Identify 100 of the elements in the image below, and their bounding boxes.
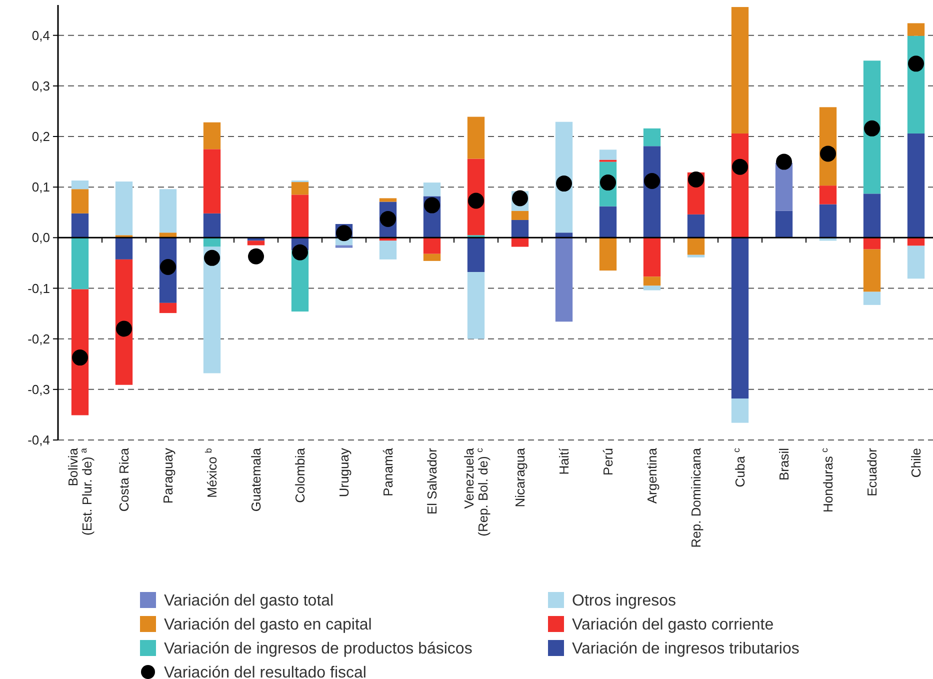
bar xyxy=(907,133,925,238)
bar xyxy=(379,198,397,202)
point xyxy=(292,244,308,260)
bar xyxy=(423,182,441,196)
y-tick-label: 0,2 xyxy=(32,129,50,144)
y-tick-label: 0,3 xyxy=(32,78,50,94)
point xyxy=(688,172,704,188)
bar xyxy=(687,238,705,255)
bar xyxy=(511,210,529,220)
point xyxy=(820,146,836,162)
legend-label: Variación del gasto en capital xyxy=(164,616,372,634)
bar xyxy=(335,245,353,248)
bar xyxy=(731,398,749,423)
bar xyxy=(819,204,837,238)
bar xyxy=(731,238,749,399)
bar xyxy=(423,254,441,261)
point xyxy=(732,158,748,175)
point xyxy=(644,173,660,190)
bar xyxy=(467,238,485,272)
bar xyxy=(291,182,309,195)
y-tick-label: -0,2 xyxy=(28,331,50,346)
bar xyxy=(775,210,793,238)
bar xyxy=(467,272,485,339)
y-tick-label: 0,1 xyxy=(32,180,50,195)
bar xyxy=(907,238,925,246)
bar xyxy=(379,240,397,260)
bar xyxy=(643,128,661,146)
y-tick-label: 0,0 xyxy=(32,230,50,246)
x-tick-label: Haití xyxy=(556,448,572,475)
bar xyxy=(71,289,89,416)
point xyxy=(556,176,572,192)
bar xyxy=(203,238,221,247)
legend-label: Otros ingresos xyxy=(572,592,676,610)
x-tick-label: Nicaragua xyxy=(512,447,528,508)
bar xyxy=(599,150,617,160)
bar xyxy=(643,286,661,290)
point xyxy=(336,225,352,242)
legend-label: Variación del gasto total xyxy=(164,592,334,610)
bar xyxy=(247,240,265,246)
bar xyxy=(115,238,133,260)
x-tick-label: Rep. Dominicana xyxy=(688,447,704,548)
bar xyxy=(907,246,925,279)
legend-label: Variación de ingresos tributarios xyxy=(572,640,800,658)
bar xyxy=(467,116,485,159)
bar xyxy=(643,238,661,277)
bar xyxy=(907,23,925,36)
bar xyxy=(115,259,133,385)
point xyxy=(776,154,792,170)
bar xyxy=(599,238,617,271)
bar xyxy=(863,194,881,238)
bar xyxy=(203,122,221,150)
x-tick-label: Panamá xyxy=(380,447,396,496)
bar xyxy=(115,182,133,236)
x-tick-label: Paraguay xyxy=(160,448,176,504)
point xyxy=(424,197,440,214)
x-tick-label: Uruguay xyxy=(336,448,352,498)
bar xyxy=(71,189,89,214)
x-tick-label: Argentina xyxy=(644,447,660,504)
point xyxy=(116,320,132,337)
bar xyxy=(159,189,177,233)
x-tick-label: Ecuador xyxy=(864,447,880,496)
bar xyxy=(203,246,221,374)
bar xyxy=(291,194,309,238)
bar xyxy=(863,249,881,292)
bar xyxy=(203,149,221,214)
legend-label: Variación de ingresos de productos básicos xyxy=(164,640,472,658)
point xyxy=(864,120,880,136)
x-tick-label: El Salvador xyxy=(424,447,440,514)
bar xyxy=(71,180,89,190)
bar xyxy=(511,238,529,247)
y-tick-label: -0,1 xyxy=(28,280,50,296)
bar xyxy=(511,220,529,238)
bar xyxy=(599,206,617,238)
bar xyxy=(203,213,221,238)
point xyxy=(204,250,220,266)
y-tick-label: -0,3 xyxy=(28,382,50,397)
bar xyxy=(863,60,881,194)
bar xyxy=(687,254,705,258)
legend-label: Variación del resultado fiscal xyxy=(164,664,366,679)
bar xyxy=(819,186,837,204)
bar xyxy=(687,214,705,238)
point xyxy=(908,56,924,72)
bar xyxy=(159,302,177,314)
x-tick-label: Guatemala xyxy=(248,447,264,512)
point xyxy=(72,350,88,366)
bar xyxy=(863,238,881,250)
bar xyxy=(731,7,749,134)
point xyxy=(468,192,484,209)
bar xyxy=(643,276,661,286)
x-tick-label: Perú xyxy=(600,448,616,476)
x-tick-label: Chile xyxy=(908,448,924,478)
point xyxy=(248,248,264,264)
legend-label: Variación del gasto corriente xyxy=(572,616,774,634)
bar xyxy=(555,238,573,322)
x-tick-label: Colombia xyxy=(292,447,308,503)
y-tick-label: 0,4 xyxy=(32,28,50,43)
x-tick-label: Costa Rica xyxy=(116,447,132,512)
bar xyxy=(71,213,89,238)
bar xyxy=(423,238,441,254)
bar xyxy=(71,238,89,290)
